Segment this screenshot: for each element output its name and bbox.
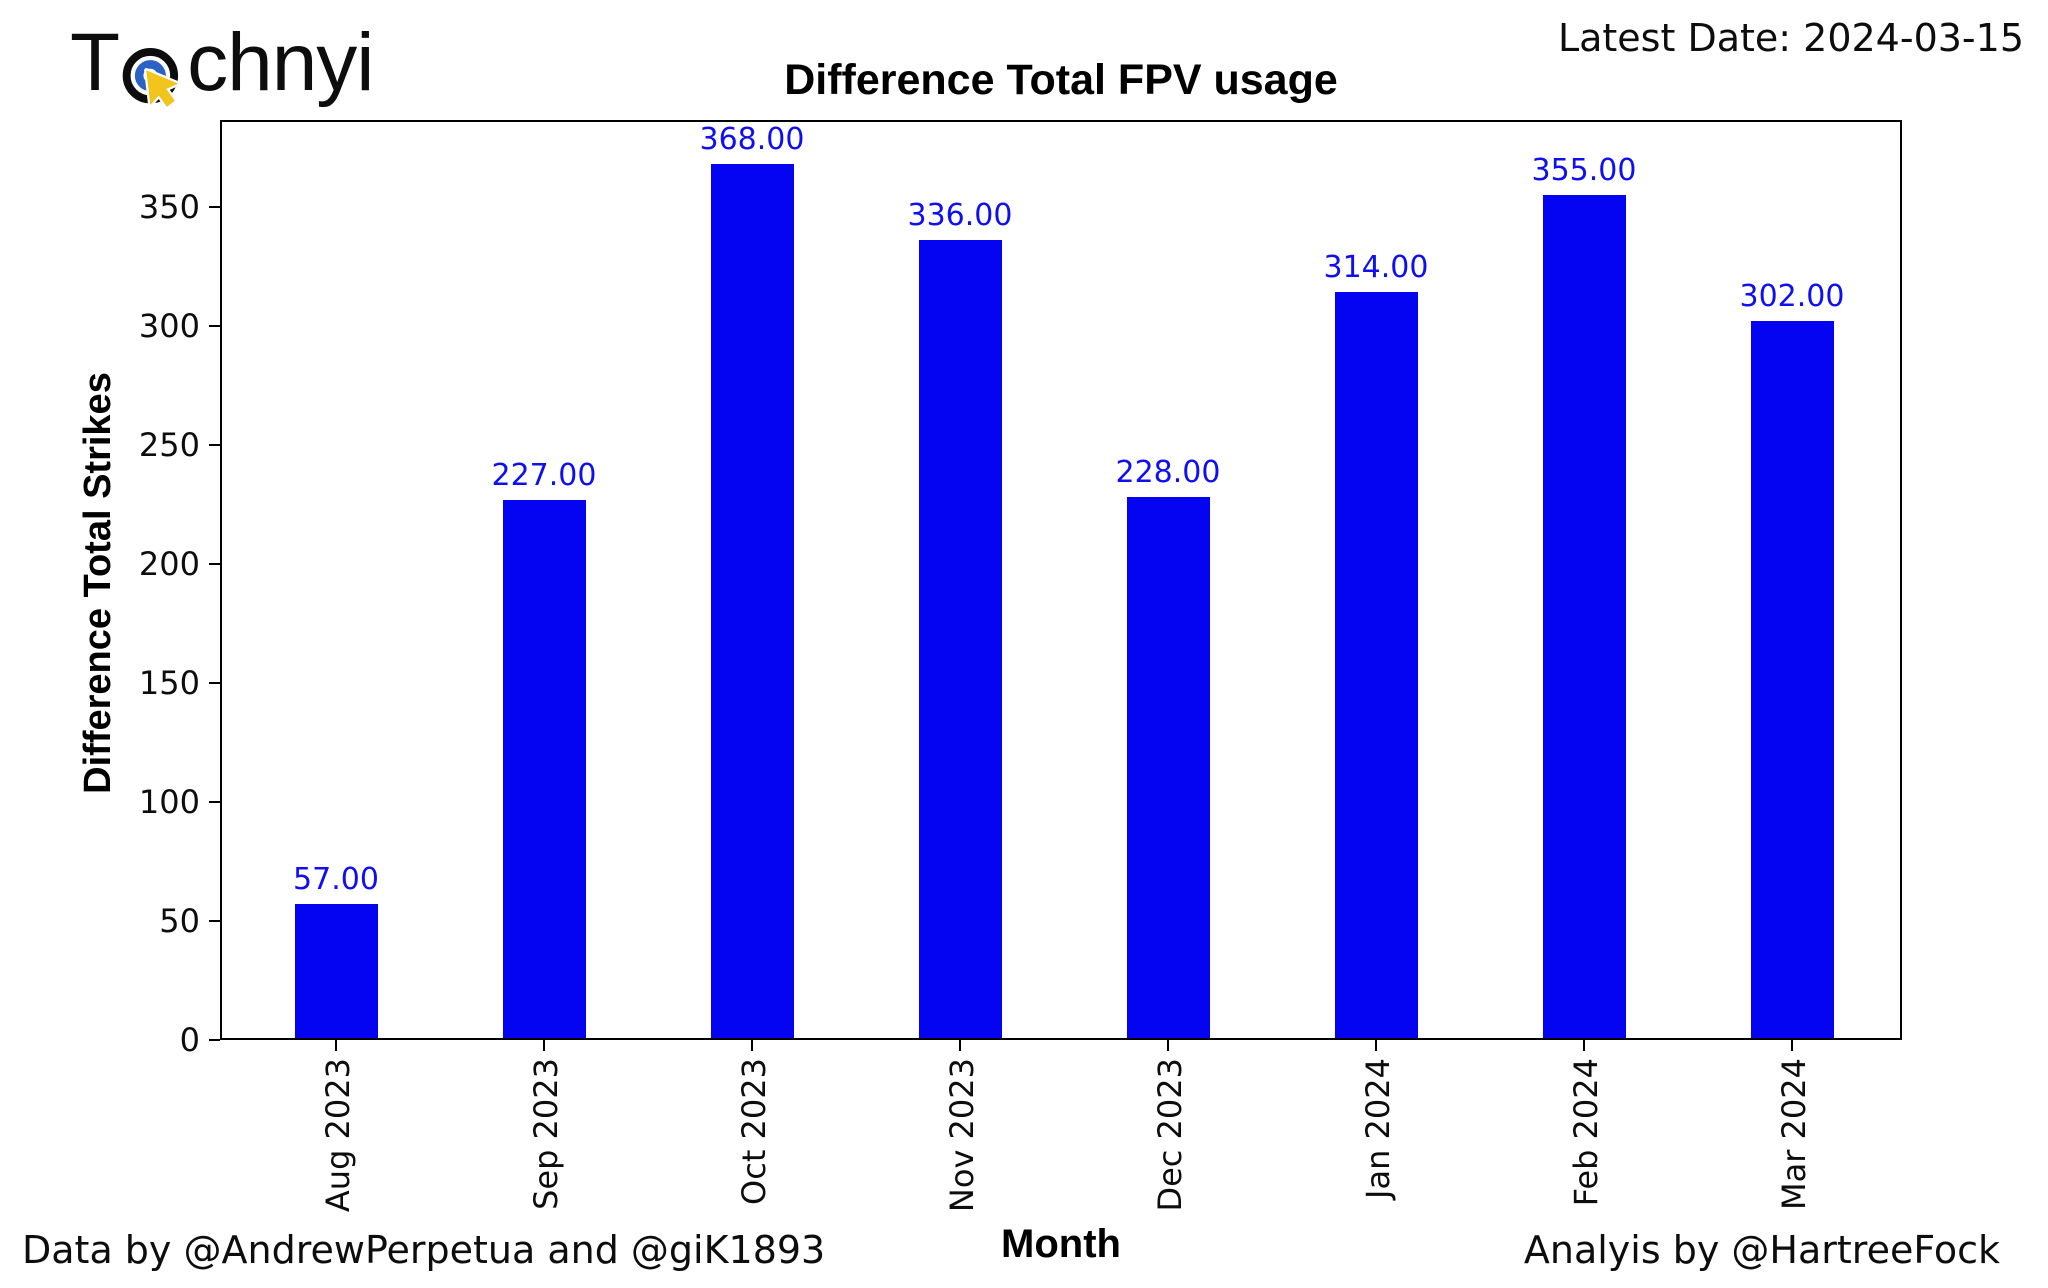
x-tick-label: Dec 2023 [1151,1058,1189,1212]
x-tick-mark [1167,1040,1169,1051]
bar-value-label: 336.00 [907,198,1013,233]
y-tick-label: 50 [159,902,200,940]
bar-value-label: 302.00 [1739,279,1845,314]
bar-value-label: 314.00 [1323,250,1429,285]
bar-value-label: 57.00 [293,862,379,897]
bar-feb-2024 [1542,195,1626,1040]
bar-mar-2024 [1750,321,1834,1040]
bar-nov-2023 [918,240,1002,1040]
x-tick-mark [1791,1040,1793,1051]
technyi-logo: T chnyi [70,17,375,118]
bar-value-label: 368.00 [699,122,805,157]
y-tick-mark [209,801,220,803]
bar-value-label: 227.00 [491,458,597,493]
logo-text-prefix: T [70,17,120,108]
y-tick-label: 200 [138,545,200,583]
bar-value-label: 228.00 [1115,455,1221,490]
y-tick-label: 150 [138,664,200,702]
bar-value-label: 355.00 [1531,153,1637,188]
logo-text-suffix: chnyi [187,17,374,108]
y-tick-label: 300 [138,307,200,345]
y-tick-mark [209,325,220,327]
bar-sep-2023 [502,500,586,1040]
y-tick-mark [209,444,220,446]
data-credit-label: Data by @AndrewPerpetua and @giK1893 [22,1228,826,1272]
x-tick-label: Jan 2024 [1359,1058,1397,1199]
latest-date-label: Latest Date: 2024-03-15 [1557,16,2024,60]
chart-title: Difference Total FPV usage [784,56,1338,104]
analysis-credit-label: Analyis by @HartreeFock [1523,1228,2000,1272]
x-axis-title: Month [1001,1222,1121,1266]
x-tick-mark [751,1040,753,1051]
bar-jan-2024 [1334,292,1418,1040]
x-tick-label: Nov 2023 [943,1058,981,1213]
bar-dec-2023 [1126,497,1210,1040]
y-tick-mark [209,682,220,684]
y-tick-label: 100 [138,783,200,821]
cursor-target-icon [122,47,181,110]
y-tick-label: 350 [138,188,200,226]
plot-area [220,120,1902,1040]
x-tick-mark [543,1040,545,1051]
y-tick-mark [209,1039,220,1041]
x-tick-mark [1375,1040,1377,1051]
y-tick-mark [209,206,220,208]
y-tick-label: 0 [179,1021,200,1059]
x-tick-mark [1583,1040,1585,1051]
x-tick-mark [959,1040,961,1051]
bar-oct-2023 [710,164,794,1040]
y-tick-mark [209,920,220,922]
y-tick-label: 250 [138,426,200,464]
x-tick-mark [335,1040,337,1051]
bar-aug-2023 [294,904,378,1040]
y-tick-mark [209,563,220,565]
